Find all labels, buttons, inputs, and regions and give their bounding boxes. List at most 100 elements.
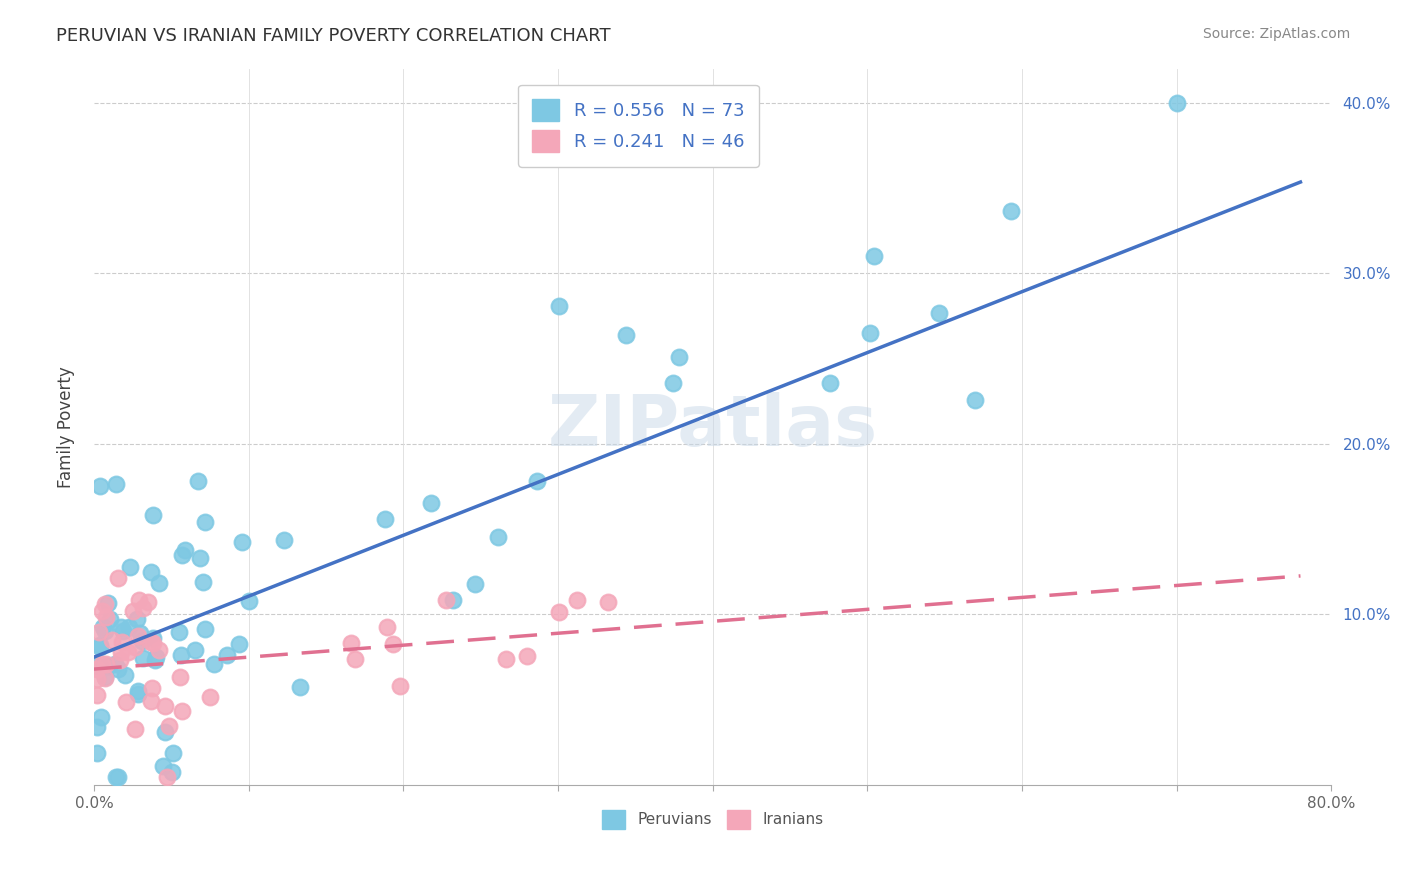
Point — [127, 684, 149, 698]
Point — [107, 662, 129, 676]
Point — [101, 633, 124, 648]
Point — [89, 640, 111, 654]
Point — [148, 643, 170, 657]
Point — [184, 643, 207, 657]
Point — [1000, 204, 1022, 219]
Point — [117, 645, 139, 659]
Point — [87, 625, 110, 640]
Point — [139, 565, 162, 579]
Point — [495, 652, 517, 666]
Point — [172, 548, 194, 562]
Point — [174, 542, 197, 557]
Point — [464, 577, 486, 591]
Point — [97, 597, 120, 611]
Point — [928, 306, 950, 320]
Point — [157, 719, 180, 733]
Point — [107, 770, 129, 784]
Point — [110, 645, 132, 659]
Point — [389, 680, 412, 694]
Point — [420, 496, 443, 510]
Point — [118, 619, 141, 633]
Point — [818, 376, 841, 390]
Point — [217, 648, 239, 662]
Point — [98, 612, 121, 626]
Point — [86, 720, 108, 734]
Point — [668, 350, 690, 364]
Point — [187, 474, 209, 488]
Point — [160, 765, 183, 780]
Point — [127, 687, 149, 701]
Point — [125, 611, 148, 625]
Y-axis label: Family Poverty: Family Poverty — [58, 366, 75, 488]
Point — [127, 629, 149, 643]
Point — [86, 688, 108, 702]
Point — [94, 597, 117, 611]
Point — [108, 653, 131, 667]
Point — [145, 650, 167, 665]
Text: ZIPatlas: ZIPatlas — [547, 392, 877, 461]
Point — [188, 550, 211, 565]
Point — [131, 634, 153, 648]
Point — [382, 637, 405, 651]
Point — [191, 575, 214, 590]
Point — [114, 668, 136, 682]
Point — [486, 530, 509, 544]
Point — [194, 515, 217, 529]
Point — [202, 657, 225, 671]
Point — [128, 626, 150, 640]
Point — [93, 619, 115, 633]
Point — [143, 653, 166, 667]
Point — [142, 636, 165, 650]
Point — [128, 592, 150, 607]
Point — [86, 662, 108, 676]
Point — [198, 690, 221, 704]
Point — [91, 603, 114, 617]
Point — [114, 695, 136, 709]
Point — [90, 710, 112, 724]
Point — [136, 595, 159, 609]
Point — [97, 659, 120, 673]
Point — [124, 640, 146, 655]
Point — [104, 477, 127, 491]
Point — [596, 595, 619, 609]
Point — [104, 657, 127, 671]
Point — [94, 657, 117, 671]
Point — [105, 770, 128, 784]
Point — [132, 600, 155, 615]
Point — [963, 393, 986, 408]
Point — [374, 512, 396, 526]
Point — [526, 474, 548, 488]
Point — [139, 694, 162, 708]
Point — [377, 620, 399, 634]
Point — [90, 657, 112, 671]
Point — [238, 593, 260, 607]
Point — [565, 592, 588, 607]
Point — [139, 635, 162, 649]
Point — [172, 704, 194, 718]
Point — [548, 299, 571, 313]
Point — [86, 658, 108, 673]
Point — [111, 624, 134, 638]
Point — [288, 680, 311, 694]
Point — [662, 376, 685, 391]
Point — [86, 746, 108, 760]
Point — [93, 671, 115, 685]
Point — [859, 326, 882, 340]
Point — [169, 670, 191, 684]
Point — [148, 576, 170, 591]
Point — [142, 508, 165, 522]
Point — [228, 637, 250, 651]
Point — [121, 604, 143, 618]
Point — [118, 560, 141, 574]
Point — [863, 248, 886, 262]
Point — [89, 638, 111, 652]
Point — [155, 725, 177, 739]
Point — [170, 648, 193, 662]
Point — [1166, 95, 1188, 110]
Point — [132, 651, 155, 665]
Point — [231, 535, 253, 549]
Point — [194, 622, 217, 636]
Point — [169, 624, 191, 639]
Point — [94, 669, 117, 683]
Point — [156, 770, 179, 784]
